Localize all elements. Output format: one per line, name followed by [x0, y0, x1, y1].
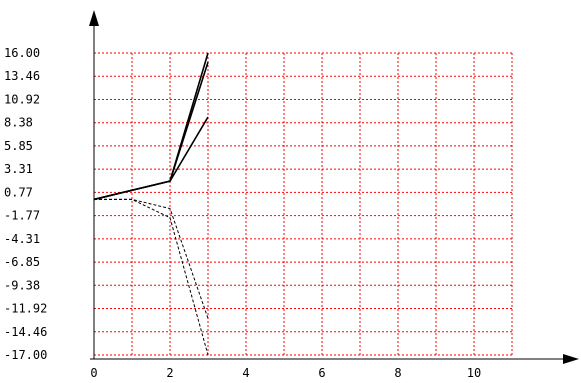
y-tick-label: -11.92 [4, 302, 47, 316]
series-line-3 [93, 116, 209, 201]
y-tick-label: -1.77 [4, 209, 40, 223]
axes [89, 10, 579, 364]
y-tick-label: -9.38 [4, 278, 40, 292]
y-tick-label: 5.85 [4, 139, 33, 153]
y-tick-label: 0.77 [4, 185, 33, 199]
y-tick-labels: 16.00 13.46 10.92 8.38 5.85 3.31 0.77 -1.77 -4.3… [4, 46, 47, 362]
y-tick-label: 3.31 [4, 162, 33, 176]
y-tick-label: 10.92 [4, 92, 40, 106]
x-tick-label: 6 [318, 366, 325, 380]
y-tick-label: -17.00 [4, 348, 47, 362]
x-tick-label: 2 [166, 366, 173, 380]
grid [93, 52, 513, 356]
series-line-1 [93, 52, 209, 201]
x-tick-label: 4 [242, 366, 249, 380]
x-tick-labels: 0 2 4 6 8 10 [90, 366, 481, 380]
series-line-4 [94, 198, 209, 319]
y-tick-label: -14.46 [4, 325, 47, 339]
y-axis-arrow [89, 10, 99, 26]
y-tick-label: 8.38 [4, 116, 33, 130]
series-line-2 [93, 61, 209, 201]
x-tick-label: 8 [394, 366, 401, 380]
y-tick-label: 16.00 [4, 46, 40, 60]
y-tick-label: 13.46 [4, 69, 40, 83]
series-lines [93, 52, 209, 356]
series-line-5 [94, 198, 209, 356]
x-tick-label: 10 [467, 366, 481, 380]
y-tick-label: -4.31 [4, 232, 40, 246]
x-axis-arrow [563, 354, 579, 364]
y-tick-label: -6.85 [4, 255, 40, 269]
x-tick-label: 0 [90, 366, 97, 380]
